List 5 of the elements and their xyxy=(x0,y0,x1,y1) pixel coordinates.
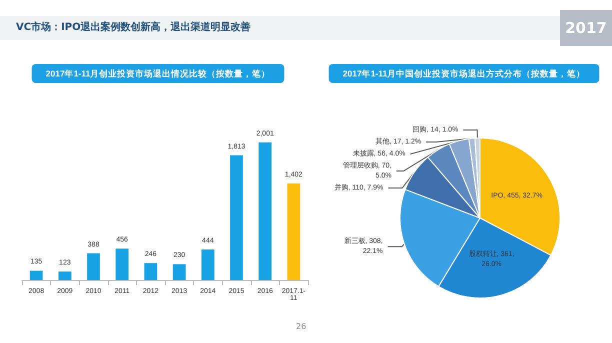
chart-title: 2017年1-11月中国创业投资市场退出方式分布（按数量，笔） xyxy=(342,68,586,78)
text: 2017 xyxy=(560,10,612,46)
chart-title: 2017年1-11月创业投资市场退出情况比较（按数量，笔） xyxy=(46,68,270,78)
text: VC市场：IPO退出案例数创新高，退出渠道明显改善 xyxy=(16,20,251,34)
text: 26 xyxy=(296,322,306,331)
